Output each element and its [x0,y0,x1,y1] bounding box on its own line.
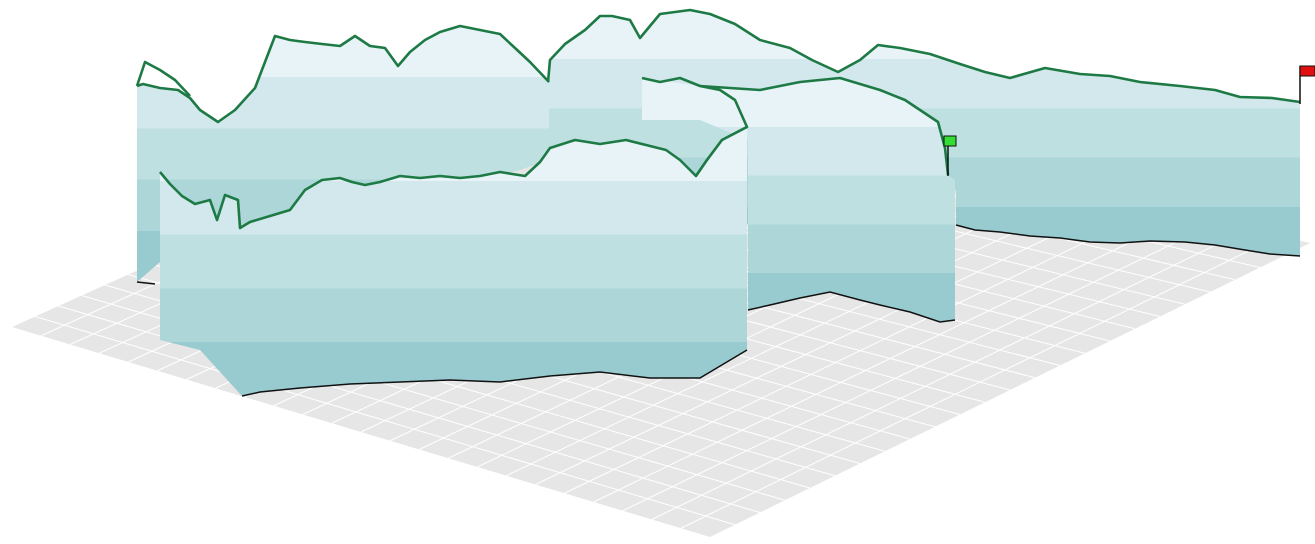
end-marker-icon [1299,65,1315,104]
start-marker-icon [943,135,957,176]
profile-wall-mid-loop [160,127,747,396]
profile-wall-near-east [642,78,955,322]
base-line-mid-loop [241,349,748,397]
base-line-far-west [136,281,156,285]
grid-line [593,214,1187,503]
profile-line-mid-loop [159,125,748,230]
grid-line [622,221,1218,512]
profile-line-far-west-tail [135,60,191,97]
grid-line [680,235,1280,529]
base-line-near-east [747,291,956,323]
profile-line-near-east-2 [699,76,950,176]
profile-line-far-west [136,24,550,124]
profile-line-far-east [546,8,1301,104]
grid-line [651,228,1249,520]
base-line-far-east [955,224,1301,257]
